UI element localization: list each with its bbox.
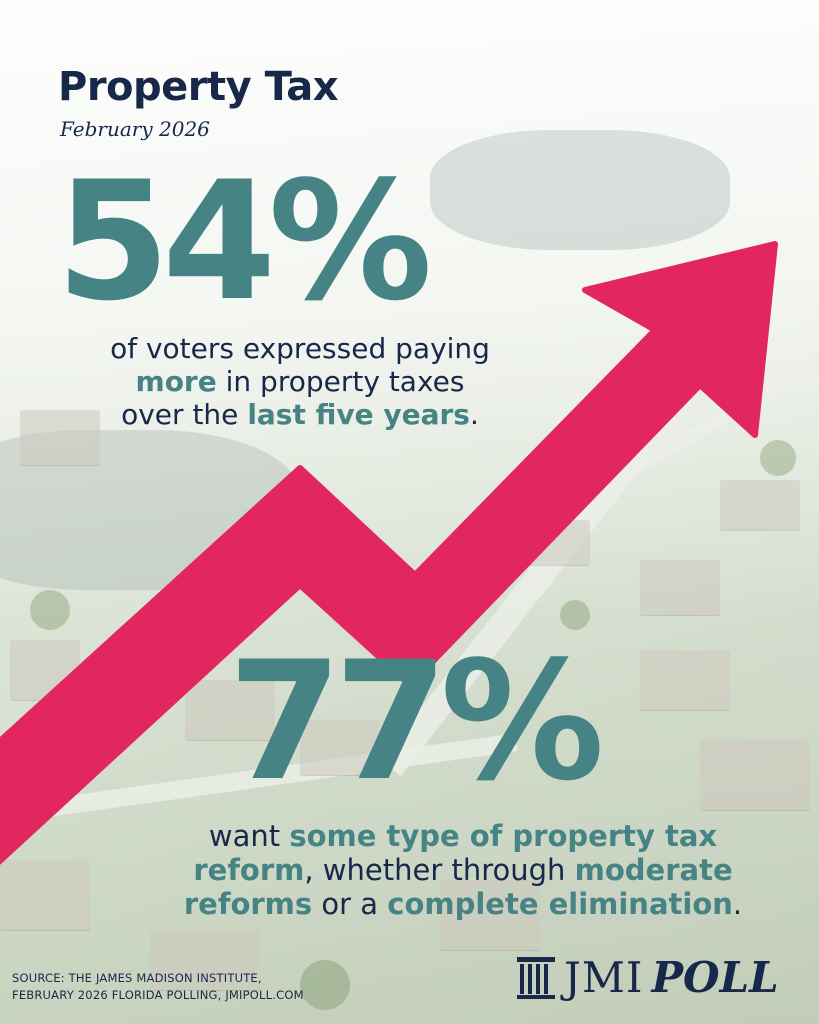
- stat-77-line1: want some type of property tax: [208, 819, 718, 853]
- stat-54-line3: over the last five years.: [121, 397, 479, 431]
- highlight-reform: reform: [193, 852, 305, 887]
- stat-77-value: 77%: [228, 626, 605, 817]
- highlight-complete-elimination: complete elimination: [387, 886, 733, 921]
- logo-poll-text: POLL: [651, 953, 779, 1002]
- highlight-some-type: some type of property tax: [289, 819, 718, 853]
- stat-77-description: want some type of property tax reform, w…: [128, 819, 798, 922]
- page-title: Property Tax: [58, 64, 339, 110]
- highlight-reforms: reforms: [183, 886, 313, 921]
- stat-77-line3: reforms or a complete elimination.: [183, 886, 743, 921]
- jmi-poll-logo: JMI POLL: [516, 955, 779, 1001]
- highlight-last-five-years: last five years: [247, 397, 470, 431]
- logo-jmi-text: JMI: [564, 953, 644, 1002]
- stat-54-line1: of voters expressed paying: [110, 332, 490, 365]
- columns-icon: [517, 957, 555, 999]
- source-citation: SOURCE: THE JAMES MADISON INSTITUTE, FEB…: [12, 971, 304, 1002]
- highlight-more: more: [135, 364, 217, 398]
- stat-54-description: of voters expressed paying more in prope…: [40, 332, 560, 431]
- highlight-moderate: moderate: [574, 852, 733, 887]
- date-subtitle: February 2026: [60, 117, 210, 141]
- stat-54-value: 54%: [56, 146, 433, 337]
- stat-54-line2: more in property taxes: [135, 364, 465, 398]
- stat-77-line2: reform, whether through moderate: [193, 852, 733, 887]
